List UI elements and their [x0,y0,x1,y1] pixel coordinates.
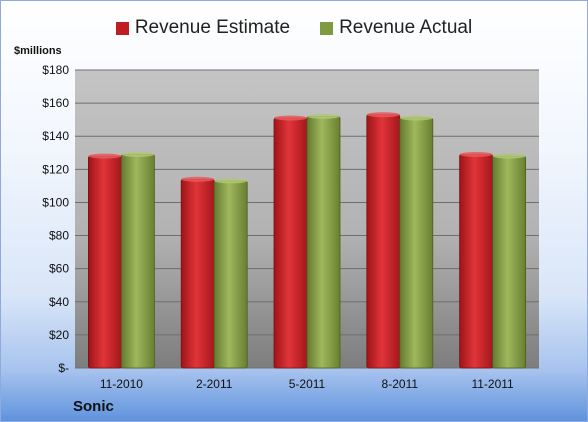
y-tick-label: $20 [49,328,69,342]
legend-label-estimate: Revenue Estimate [134,17,291,38]
legend-swatch-estimate [115,21,129,35]
legend-item-actual: Revenue Actual [320,17,472,39]
bar-estimate-top [181,176,215,182]
x-tick-label: 11-2011 [471,377,514,391]
bar-estimate [366,114,401,369]
y-tick-label: $80 [49,229,69,243]
x-tick-label: 11-2010 [100,377,143,391]
legend-item-estimate: Revenue Estimate [115,17,291,39]
legend-label-actual: Revenue Actual [339,17,473,38]
bar-actual [121,154,155,369]
y-tick-label: $40 [49,295,69,309]
y-tick-label: $60 [49,262,69,276]
legend-swatch-actual [320,21,334,35]
x-tick-label: 5-2011 [289,377,326,391]
bar-actual [492,155,527,369]
bar-estimate [88,155,122,369]
y-tick-label: $- [58,361,69,375]
bar-actual [213,180,248,369]
bar-actual-top [307,113,340,119]
y-tick-label: $160 [42,96,69,110]
y-tick-label: $100 [42,195,69,209]
bar-actual-top [399,115,433,121]
y-tick-label: $140 [42,129,69,143]
y-tick-label: $180 [42,63,69,77]
bar-estimate-top [366,112,400,118]
bar-actual [399,117,434,369]
bar-actual-top [492,153,526,159]
y-tick-label: $120 [42,162,69,176]
bar-actual-top [214,178,248,184]
x-tick-label: 2-2011 [196,377,233,391]
bar-estimate [180,178,215,369]
bar-estimate [459,154,494,369]
y-unit-label: $millions [14,45,62,57]
bar-estimate-top [274,115,307,121]
bar-estimate-top [459,151,493,157]
bar-actual [306,115,341,369]
bar-actual-top [121,151,155,157]
legend: Revenue Estimate Revenue Actual [1,17,587,39]
x-tick-label: 8-2011 [382,377,419,391]
bar-estimate [273,117,308,369]
company-name: Sonic [73,398,114,415]
bar-estimate-top [88,153,122,159]
